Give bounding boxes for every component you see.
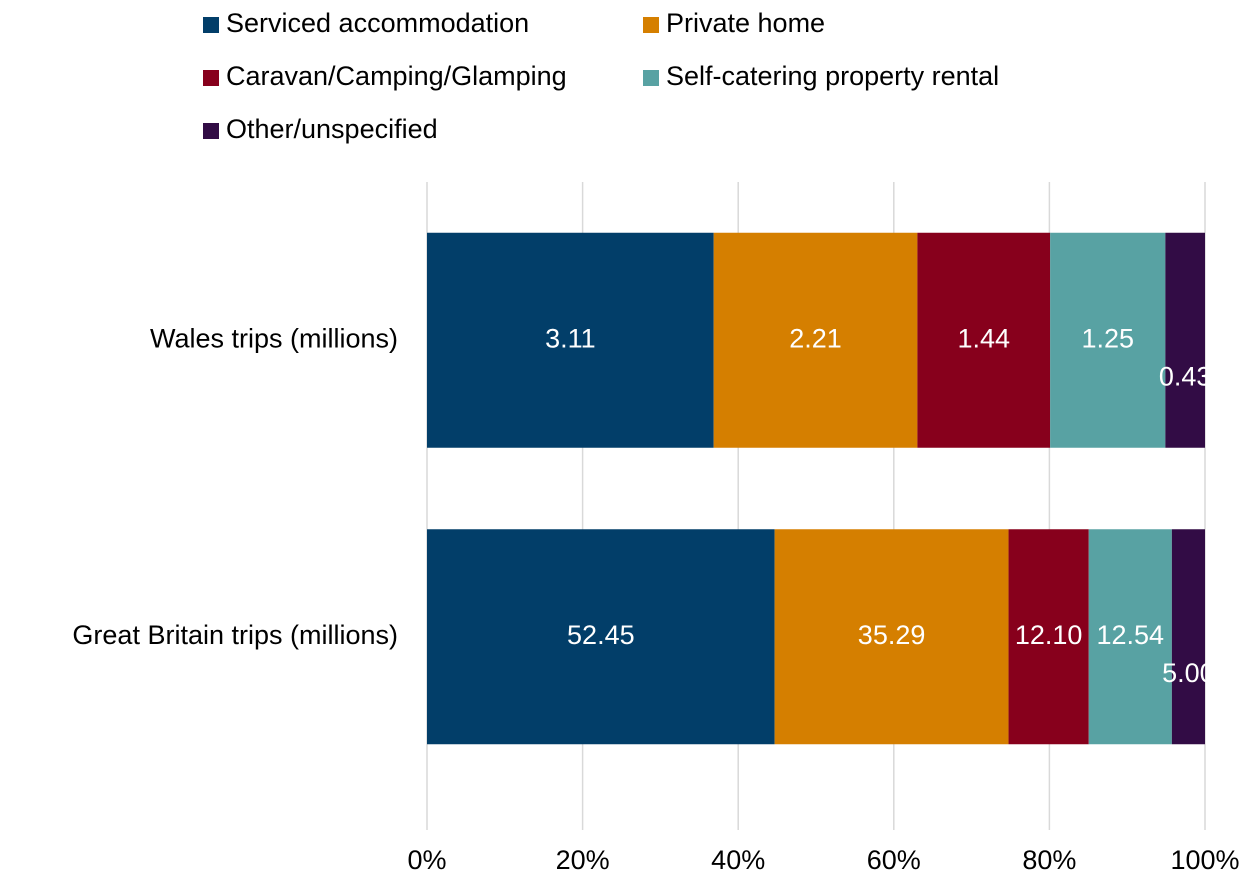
- bar-segment: [917, 232, 1051, 448]
- x-tick-label: 20%: [556, 845, 610, 875]
- data-label: 35.29: [858, 620, 926, 650]
- data-label: 12.54: [1097, 620, 1165, 650]
- y-tick-label: Great Britain trips (millions): [72, 620, 398, 650]
- legend-swatch: [643, 17, 659, 33]
- x-tick-label: 100%: [1170, 845, 1239, 875]
- legend-swatch: [203, 17, 219, 33]
- x-tick-label: 40%: [711, 845, 765, 875]
- x-tick-label: 0%: [407, 845, 446, 875]
- bar-segment: [1088, 529, 1172, 745]
- data-label: 0.43: [1159, 361, 1212, 391]
- legend-label: Serviced accommodation: [226, 8, 529, 38]
- legend-label: Private home: [666, 8, 825, 38]
- data-label: 1.25: [1081, 323, 1134, 353]
- bar-segment: [713, 232, 918, 448]
- data-label: 1.44: [957, 323, 1010, 353]
- legend-label: Other/unspecified: [226, 114, 438, 144]
- bar-segment: [1050, 232, 1166, 448]
- data-label: 2.21: [789, 323, 842, 353]
- bar-segment: [1171, 529, 1205, 745]
- legend-swatch: [643, 70, 659, 86]
- bar-segment: [427, 529, 775, 745]
- bar-segment: [774, 529, 1009, 745]
- legend-swatch: [203, 123, 219, 139]
- bar-segment: [427, 232, 714, 448]
- data-label: 5.00: [1162, 658, 1215, 688]
- x-tick-label: 60%: [867, 845, 921, 875]
- x-tick-label: 80%: [1022, 845, 1076, 875]
- y-tick-label: Wales trips (millions): [150, 323, 398, 353]
- data-label: 12.10: [1015, 620, 1083, 650]
- bar-segment: [1008, 529, 1089, 745]
- legend-label: Self-catering property rental: [666, 61, 999, 91]
- legend-label: Caravan/Camping/Glamping: [226, 61, 567, 91]
- legend-swatch: [203, 70, 219, 86]
- bar-segment: [1165, 232, 1205, 448]
- data-label: 52.45: [567, 620, 635, 650]
- data-label: 3.11: [545, 323, 596, 353]
